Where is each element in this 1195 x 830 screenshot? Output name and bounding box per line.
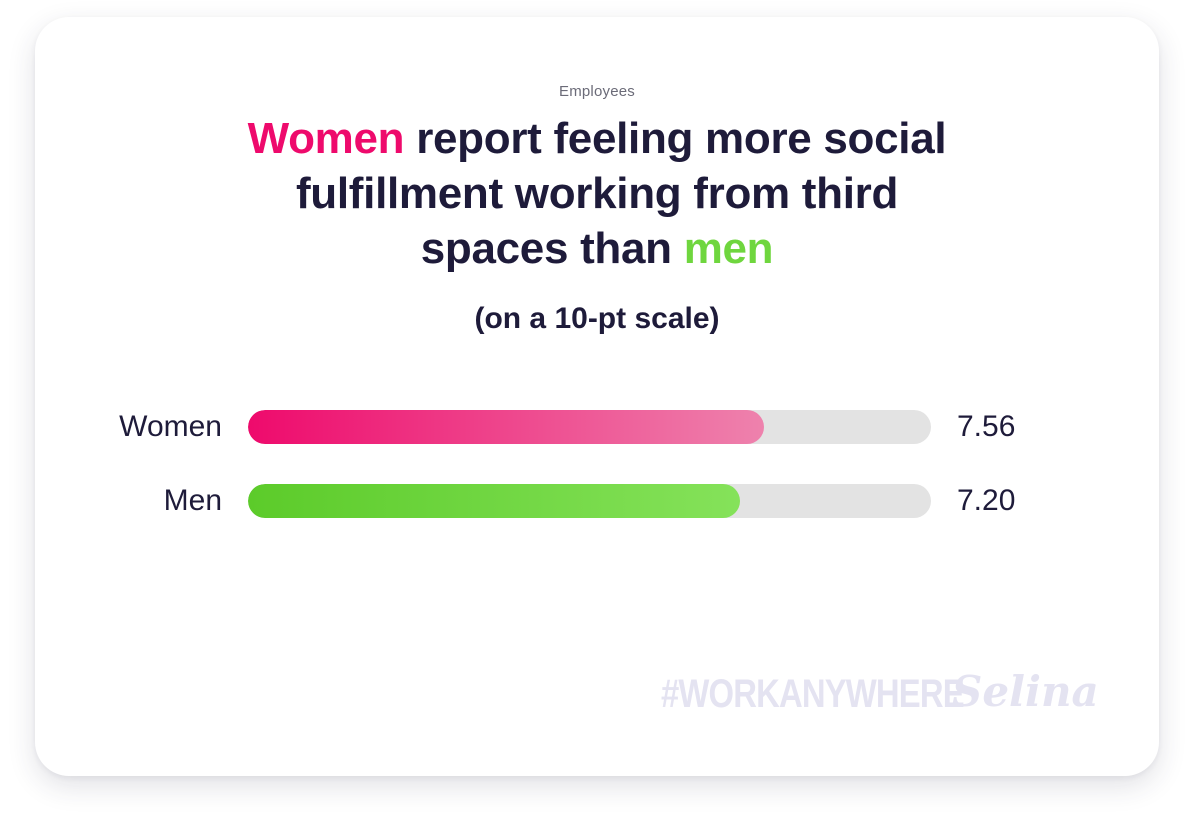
bar-track-men [248,484,931,518]
hashtag-watermark: #WORKANYWHERE [661,672,965,716]
bar-track-women [248,410,931,444]
title-line-2: fulfillment working from third [295,169,899,218]
bar-value-men: 7.20 [957,484,1016,517]
bar-women [248,410,764,444]
title-line-1: Women report feeling more social [35,111,1159,166]
title-line-3: spaces than men [35,221,1159,276]
bar-value-women: 7.56 [957,410,1016,443]
chart-card: Employees Women report feeling more soci… [35,17,1159,776]
title-highlight-men: men [683,224,774,273]
title-line-1-text: report feeling more social [404,114,947,163]
bar-label-women: Women [119,410,222,443]
chart-title: Women report feeling more social fulfill… [35,111,1159,276]
title-line-3-text: spaces than [420,224,684,273]
bar-men [248,484,740,518]
bar-row-men: Men 7.20 [35,484,1159,518]
title-highlight-women: Women [247,114,405,163]
brand-logo: Selina [952,667,1099,716]
bar-label-men: Men [163,484,222,517]
bar-chart: Women 7.56 Men 7.20 [35,17,1159,776]
chart-subtitle: (on a 10-pt scale) [474,302,720,335]
eyebrow-label: Employees [558,83,635,100]
bar-row-women: Women 7.56 [35,410,1159,444]
